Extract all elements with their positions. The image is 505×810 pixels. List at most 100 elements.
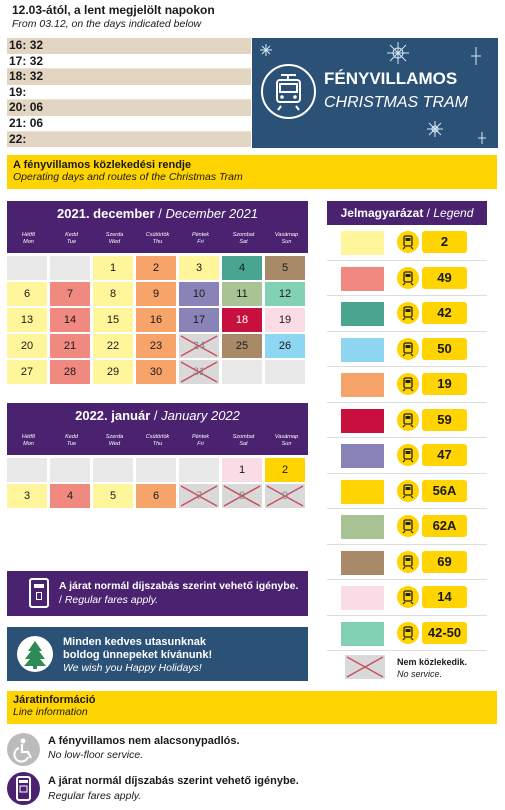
legend-title: Jelmagyarázat / Legend [327, 201, 487, 225]
legend-swatch [341, 515, 384, 539]
departure-times: 16: 32 17: 32 18: 32 19: 20: 06 21: 06 2… [7, 38, 251, 148]
holiday-text-2: boldog ünnepeket kívánunk! [63, 649, 213, 661]
legend-line-number: 2 [422, 231, 467, 253]
calendar-day: 18 [222, 308, 262, 332]
legend-swatch [341, 231, 384, 255]
calendar-day: 6 [136, 484, 176, 508]
calendar-day: 30 [136, 360, 176, 384]
calendar-day: 25 [222, 334, 262, 358]
snowflake-decoration [260, 42, 486, 144]
calendar-day: 12 [265, 282, 305, 306]
tram-icon [261, 64, 316, 119]
calendar-day: 13 [7, 308, 47, 332]
legend-row: 47 [327, 438, 487, 474]
calendar-day: 17 [179, 308, 219, 332]
legend-row-no-service: Nem közlekedik. No service. [327, 651, 487, 691]
calendar-day: 11 [222, 282, 262, 306]
legend-row: 62A [327, 509, 487, 545]
calendar-day: 5 [93, 484, 133, 508]
calendar-day [265, 360, 305, 384]
holiday-notice: Minden kedves utasunknak boldog ünnepeke… [7, 627, 308, 681]
calendar-day: 31 [179, 360, 219, 384]
calendar-day [50, 256, 90, 280]
legend-line-number: 14 [422, 586, 467, 608]
banner-title: FÉNYVILLAMOS [324, 69, 458, 88]
line-info-item: A fényvillamos nem alacsonypadlós. No lo… [7, 733, 240, 766]
line-info-text-en: Regular fares apply. [48, 790, 142, 802]
legend-row: 59 [327, 403, 487, 438]
calendar-day [136, 458, 176, 482]
calendar-day: 29 [93, 360, 133, 384]
calendar-day [222, 360, 262, 384]
legend-row: 2 [327, 225, 487, 261]
fare-notice-text: A járat normál díjszabás szerint vehető … [59, 580, 299, 592]
calendar-title: 2021. december / December 2021 [7, 201, 308, 227]
time-row: 22: [7, 131, 251, 148]
tram-icon [397, 621, 419, 644]
tram-icon [397, 302, 419, 324]
time-row: 20: 06 [7, 100, 251, 116]
weekday-label: Csütörtök Thu [145, 434, 170, 447]
legend-swatch [341, 550, 384, 575]
calendar-grid: 1 2 3 4 5 6 7 8 9 10 11 12 13 14 15 16 17 18 19 20 21 22 23 24 2… [7, 253, 308, 384]
calendar-day: 3 [7, 484, 47, 508]
calendar-day: 26 [265, 334, 305, 358]
time-row: 16: 32 [7, 38, 251, 54]
calendar-day: 9 [136, 282, 176, 306]
legend-line-number: 50 [422, 337, 467, 360]
legend-swatch [341, 266, 384, 291]
no-service-swatch [345, 655, 385, 679]
calendar-day: 7 [50, 282, 90, 306]
calendar-day: 4 [50, 484, 90, 508]
christmas-tram-banner: FÉNYVILLAMOS CHRISTMAS TRAM [252, 38, 498, 148]
weekday-label: Vasárnap Sun [274, 434, 299, 447]
holiday-text-1: Minden kedves utasunknak [63, 636, 207, 648]
calendar-day: 16 [136, 308, 176, 332]
header-title: 12.03-ától, a lent megjelölt napokon [12, 3, 215, 17]
legend-row: 49 [327, 261, 487, 296]
calendar-day: 5 [265, 256, 305, 280]
christmas-tree-icon [17, 636, 53, 672]
calendar-day: 10 [179, 282, 219, 306]
calendar-day: 1 [93, 256, 133, 280]
calendar-day: 2 [136, 256, 176, 280]
tram-icon [397, 337, 419, 360]
weekday-label: Vasárnap Sun [274, 232, 299, 245]
legend-row: 14 [327, 580, 487, 616]
legend-swatch [341, 444, 384, 468]
weekday-header: Hétfő Mon Kedd Tue Szerda Wed Csütörtök Thu Pént… [7, 429, 308, 455]
fare-notice: A járat normál díjszabás szerint vehető … [7, 571, 308, 616]
calendar-day: 24 [179, 334, 219, 358]
calendar-day: 15 [93, 308, 133, 332]
legend-line-number: 42 [422, 302, 467, 324]
no-service-label: Nem közlekedik. [397, 657, 468, 667]
wheelchair-icon [7, 733, 40, 766]
calendar-day: 28 [50, 360, 90, 384]
line-info-text-en: No low-floor service. [48, 749, 144, 761]
calendar-day: 4 [222, 256, 262, 280]
legend-swatch [341, 621, 384, 646]
calendar-day: 27 [7, 360, 47, 384]
legend-line-number: 69 [422, 550, 467, 573]
legend-row: 19 [327, 367, 487, 403]
tram-icon [397, 231, 419, 253]
header-subtitle: From 03.12, on the days indicated below [12, 18, 202, 30]
legend-line-number: 19 [422, 373, 467, 395]
legend-line-number: 62A [422, 515, 467, 537]
legend-line-number: 42-50 [422, 621, 467, 644]
calendar-title: 2022. január / January 2022 [7, 403, 308, 429]
weekday-label: Szerda Wed [105, 434, 124, 447]
calendar-day: 3 [179, 256, 219, 280]
weekday-label: Szerda Wed [105, 232, 124, 245]
calendar-december: 2021. december / December 2021 Hétfő Mon K… [7, 201, 308, 384]
line-info-text: A járat normál díjszabás szerint vehető … [48, 775, 299, 787]
weekday-header: Hétfő Mon Kedd Tue Szerda Wed Csütörtök Thu Pént… [7, 227, 308, 253]
tram-icon [397, 444, 419, 466]
legend-swatch [341, 302, 384, 326]
calendar-day: 14 [50, 308, 90, 332]
calendar-day: 23 [136, 334, 176, 358]
legend-row: 42 [327, 296, 487, 332]
legend-line-number: 59 [422, 408, 467, 431]
weekday-label: Szombat Sat [232, 232, 255, 245]
tram-icon [397, 373, 419, 395]
